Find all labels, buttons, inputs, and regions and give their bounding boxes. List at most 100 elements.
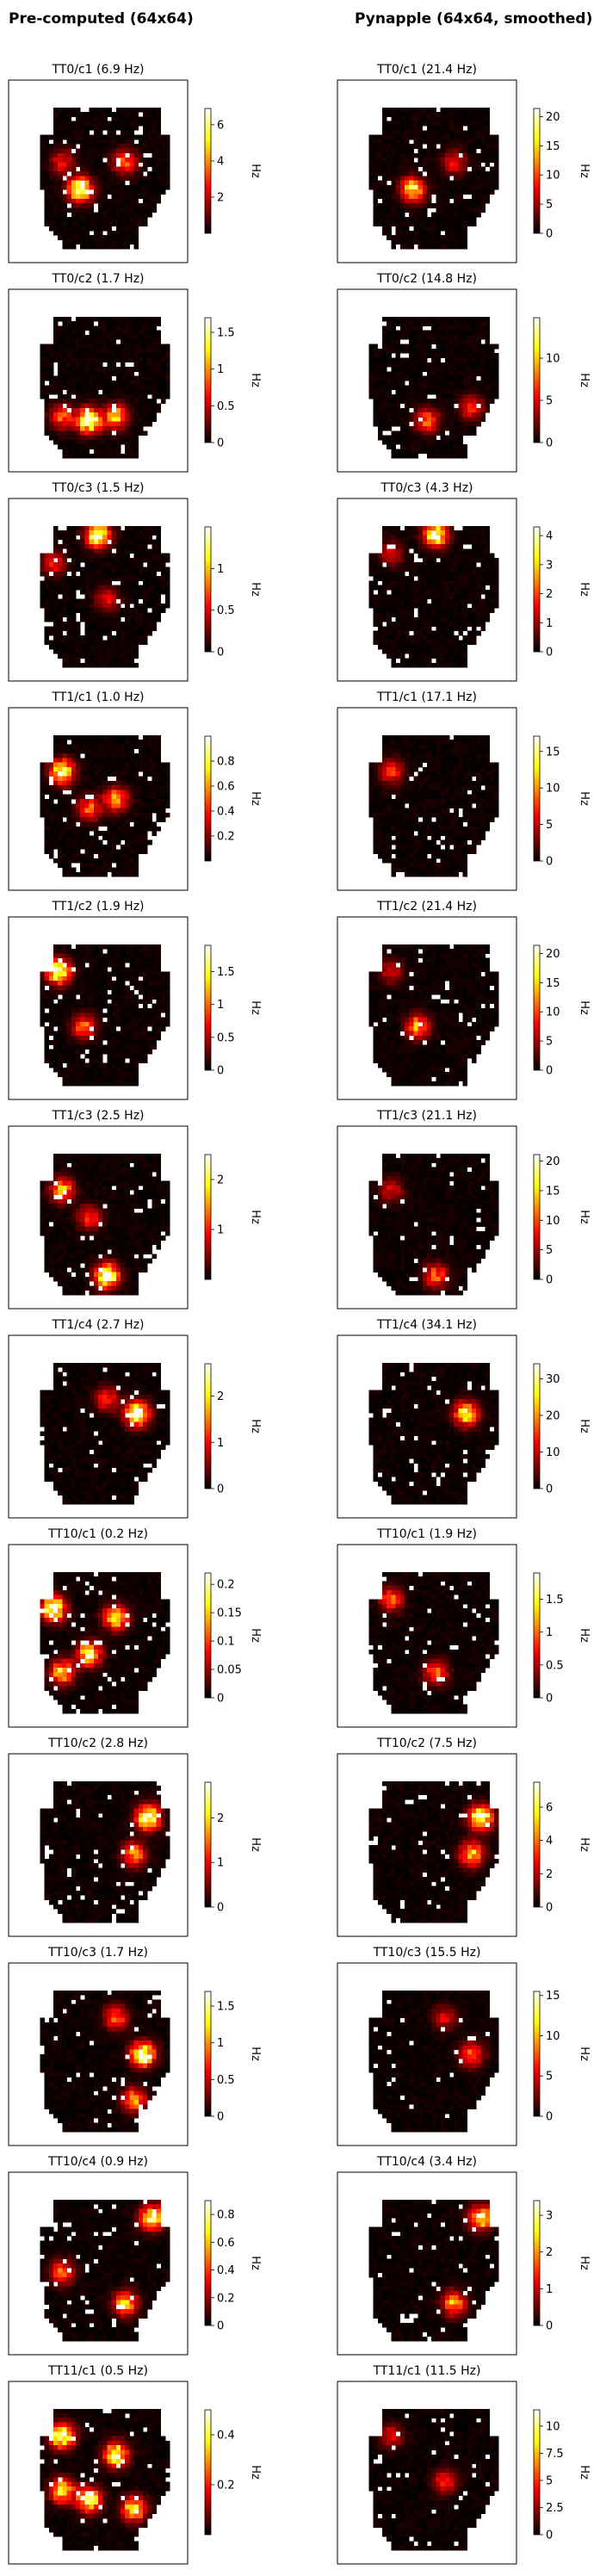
heatmap-cell [395, 212, 401, 218]
heatmap-cell [391, 321, 396, 326]
heatmap-cell [143, 766, 148, 772]
heatmap-cell [160, 371, 166, 377]
heatmap-cell [89, 803, 95, 808]
heatmap-cell [40, 184, 45, 190]
heatmap-cell [449, 658, 455, 664]
heatmap-cell [62, 748, 67, 754]
heatmap-cell [494, 353, 499, 358]
heatmap-cell [58, 803, 63, 808]
heatmap-cell [472, 640, 477, 645]
colorbar-tick-label: 1.5 [217, 327, 235, 340]
heatmap-cell [58, 762, 63, 768]
heatmap-cell [462, 590, 468, 595]
heatmap-cell [102, 644, 108, 650]
heatmap-cell [129, 417, 134, 423]
heatmap-cell [147, 548, 152, 554]
heatmap-cell [382, 148, 387, 154]
heatmap-cell [44, 217, 50, 222]
heatmap-cell [156, 344, 162, 350]
heatmap-cell [472, 166, 477, 172]
heatmap-cell [387, 571, 392, 577]
heatmap-cell [121, 576, 126, 581]
heatmap-cell [440, 594, 446, 599]
heatmap-cell [391, 412, 396, 418]
heatmap-cell [40, 785, 45, 790]
heatmap-cell [444, 626, 450, 632]
heatmap-cell [489, 371, 495, 377]
heatmap-cell [125, 535, 130, 541]
heatmap-cell [102, 803, 108, 808]
heatmap-cell [102, 399, 108, 404]
heatmap-cell [156, 184, 162, 190]
heatmap-cell [125, 744, 130, 750]
heatmap-cell [427, 375, 432, 381]
heatmap-cell [476, 152, 481, 158]
heatmap-cell [431, 362, 436, 368]
heatmap-cell [121, 734, 126, 740]
heatmap-cell [449, 399, 455, 404]
heatmap-cell [121, 630, 126, 636]
heatmap-cell [147, 799, 152, 804]
heatmap-cell [467, 321, 473, 326]
heatmap-cell [413, 544, 418, 549]
heatmap-cell [152, 393, 157, 399]
heatmap-cell [84, 180, 90, 186]
heatmap-cell [494, 567, 499, 573]
heatmap-panel: TT0/c2 (1.7 Hz)00.511.5Hz [8, 272, 262, 473]
heatmap-cell [40, 152, 45, 158]
heatmap-cell [472, 176, 477, 181]
heatmap-cell [418, 134, 424, 140]
heatmap-cell [107, 189, 112, 195]
heatmap-cell [40, 158, 45, 163]
heatmap-cell [399, 357, 405, 363]
heatmap-cell [377, 608, 383, 613]
heatmap-cell [476, 567, 481, 573]
heatmap-cell [418, 176, 424, 181]
heatmap-cell [395, 548, 401, 554]
heatmap-cell [458, 162, 463, 168]
heatmap-cell [89, 381, 95, 386]
heatmap-cell [44, 594, 50, 599]
heatmap-cell [147, 389, 152, 395]
heatmap-cell [431, 435, 436, 441]
heatmap-cell [40, 557, 45, 563]
heatmap-cell [449, 148, 455, 154]
heatmap-cell [489, 344, 495, 350]
heatmap-cell [458, 430, 463, 436]
heatmap-cell [138, 762, 144, 768]
heatmap-cell [440, 389, 446, 395]
heatmap-cell [102, 212, 108, 218]
heatmap-cell [102, 184, 108, 190]
heatmap-cell [485, 321, 491, 326]
heatmap-cell [147, 571, 152, 577]
heatmap-cell [409, 166, 414, 172]
heatmap-cell [115, 435, 121, 441]
heatmap-cell [71, 407, 77, 413]
heatmap-cell [115, 799, 121, 804]
heatmap-cell [413, 130, 418, 135]
heatmap-cell [462, 571, 468, 577]
heatmap-cell [368, 180, 374, 186]
heatmap-cell [418, 353, 424, 358]
heatmap-cell [422, 344, 428, 350]
heatmap-cell [71, 734, 77, 740]
heatmap-cell [387, 362, 392, 368]
heatmap-cell [152, 166, 157, 172]
heatmap-cell [494, 375, 499, 381]
heatmap-cell [107, 771, 112, 777]
heatmap-cell [399, 603, 405, 609]
heatmap-cell [409, 212, 414, 218]
heatmap-cell [368, 362, 374, 368]
heatmap-cell [152, 571, 157, 577]
heatmap-cell [454, 330, 459, 336]
heatmap-cell [53, 144, 59, 149]
heatmap-cell [62, 808, 67, 814]
heatmap-cell [115, 393, 121, 399]
heatmap-cell [427, 426, 432, 431]
heatmap-cell [454, 184, 459, 190]
heatmap-cell [485, 608, 491, 613]
heatmap-cell [405, 112, 410, 117]
heatmap-cell [152, 371, 157, 377]
heatmap-cell [391, 449, 396, 455]
heatmap-cell [147, 780, 152, 786]
